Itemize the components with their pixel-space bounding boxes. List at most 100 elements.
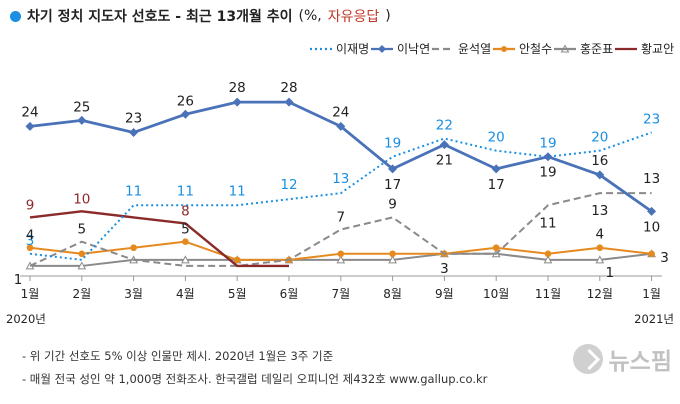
x-tick-label: 3월 [124, 287, 143, 301]
data-label: 12 [280, 177, 297, 193]
data-label: 22 [436, 118, 453, 134]
data-label: 28 [229, 80, 246, 96]
data-label: 25 [73, 99, 90, 115]
data-label: 19 [539, 165, 556, 181]
series-line [29, 131, 652, 261]
data-point [130, 244, 137, 252]
data-point [389, 250, 396, 258]
x-tick-label: 1월 [21, 287, 40, 301]
data-point [388, 164, 398, 174]
footnote-2: - 매월 전국 성인 약 1,000명 전화조사. 한국갤럽 데일리 오피니언 … [22, 372, 488, 386]
data-point [648, 250, 655, 258]
data-point [492, 244, 500, 252]
data-point [388, 255, 397, 264]
legend-marker [378, 45, 386, 53]
data-point [543, 152, 553, 162]
data-point [26, 244, 34, 252]
legend-label: 안철수 [519, 42, 552, 56]
data-label: 3 [440, 261, 449, 277]
title-bullet-icon [10, 10, 21, 22]
data-point [182, 238, 189, 245]
legend-label: 윤석열 [458, 42, 491, 56]
data-point [181, 255, 190, 264]
data-point [336, 121, 346, 131]
data-label: 10 [643, 219, 660, 235]
data-point [78, 250, 86, 258]
data-label: 17 [488, 177, 505, 193]
data-point [543, 255, 553, 264]
series-line [29, 192, 652, 267]
data-point [233, 256, 241, 264]
data-label: 11 [125, 183, 142, 199]
series-line [29, 210, 289, 268]
data-point [180, 109, 190, 119]
data-label: 24 [332, 104, 349, 120]
chart-title: 차기 정치 지도자 선호도 - 최근 13개월 추이 (%, 자유응답 ) [10, 4, 391, 28]
data-label: 3 [26, 233, 35, 249]
legend-label: 이낙연 [397, 42, 430, 56]
data-label: 19 [539, 136, 556, 152]
data-label: 4 [26, 228, 35, 244]
data-label: 20 [591, 130, 608, 146]
data-label: 9 [26, 197, 35, 213]
x-tick-label: 4월 [176, 287, 195, 301]
data-label: 20 [488, 130, 505, 146]
data-label: 1 [14, 272, 23, 288]
data-point [595, 170, 605, 180]
legend-marker [560, 44, 570, 53]
x-tick-label: 8월 [383, 287, 402, 301]
data-label: 17 [384, 177, 401, 193]
data-label: 11 [229, 183, 246, 199]
data-point [284, 97, 294, 107]
data-label: 21 [436, 153, 453, 169]
data-label: 13 [643, 171, 660, 187]
data-label: 8 [181, 203, 190, 219]
x-tick-label: 6월 [280, 287, 299, 301]
data-label: 1 [606, 265, 615, 281]
data-label: 3 [660, 250, 669, 266]
data-label: 9 [388, 196, 397, 212]
x-tick-label: 1월 [642, 287, 661, 301]
watermark-logo-icon [572, 344, 603, 374]
watermark: 뉴스핌 [572, 342, 672, 376]
data-label: 5 [78, 222, 87, 238]
data-label: 23 [643, 111, 660, 127]
data-label: 13 [332, 171, 349, 187]
data-label: 24 [21, 104, 38, 120]
footnote-1: - 위 기간 선호도 5% 이상 인물만 제시. 2020년 1월은 3주 기준 [22, 349, 334, 363]
title-main: 차기 정치 지도자 선호도 - 최근 13개월 추이 [27, 9, 293, 25]
data-point [439, 140, 449, 150]
x-tick-label: 10월 [483, 287, 509, 301]
data-label: 5 [181, 222, 190, 238]
data-label: 7 [337, 210, 346, 226]
data-point [77, 261, 87, 270]
data-label: 19 [384, 136, 401, 152]
title-unit: (%, [298, 8, 322, 24]
watermark-text: 뉴스핌 [608, 349, 672, 375]
data-label: 4 [596, 227, 605, 243]
x-tick-label: 9월 [435, 287, 454, 301]
x-tick-label: 11월 [535, 287, 561, 301]
data-label: 11 [177, 183, 194, 199]
legend-label: 홍준표 [580, 42, 613, 56]
legend-label: 황교안 [641, 42, 674, 56]
year-label: 2021년 [634, 312, 674, 326]
data-point [336, 255, 346, 264]
data-point [337, 250, 345, 258]
data-label: 10 [73, 191, 90, 207]
year-label: 2020년 [6, 312, 46, 326]
line-chart: 이재명 이낙연 윤석열 안철수 홍준표 황교안 1월 2월 3월 4월 5월 6월 7월 8월 9월 10월 1… [6, 42, 674, 326]
data-label: 26 [177, 93, 194, 109]
data-point [647, 206, 657, 216]
title-close-paren: ) [385, 8, 391, 24]
title-subtitle: 자유응답 [327, 9, 380, 25]
legend-label: 이재명 [336, 42, 369, 56]
x-tick-label: 7월 [331, 287, 350, 301]
data-label: 16 [591, 153, 608, 169]
data-point [129, 127, 139, 137]
legend-marker [501, 46, 507, 52]
data-point [232, 97, 242, 107]
data-point [596, 244, 604, 252]
data-point [491, 164, 501, 174]
data-point [77, 115, 87, 125]
